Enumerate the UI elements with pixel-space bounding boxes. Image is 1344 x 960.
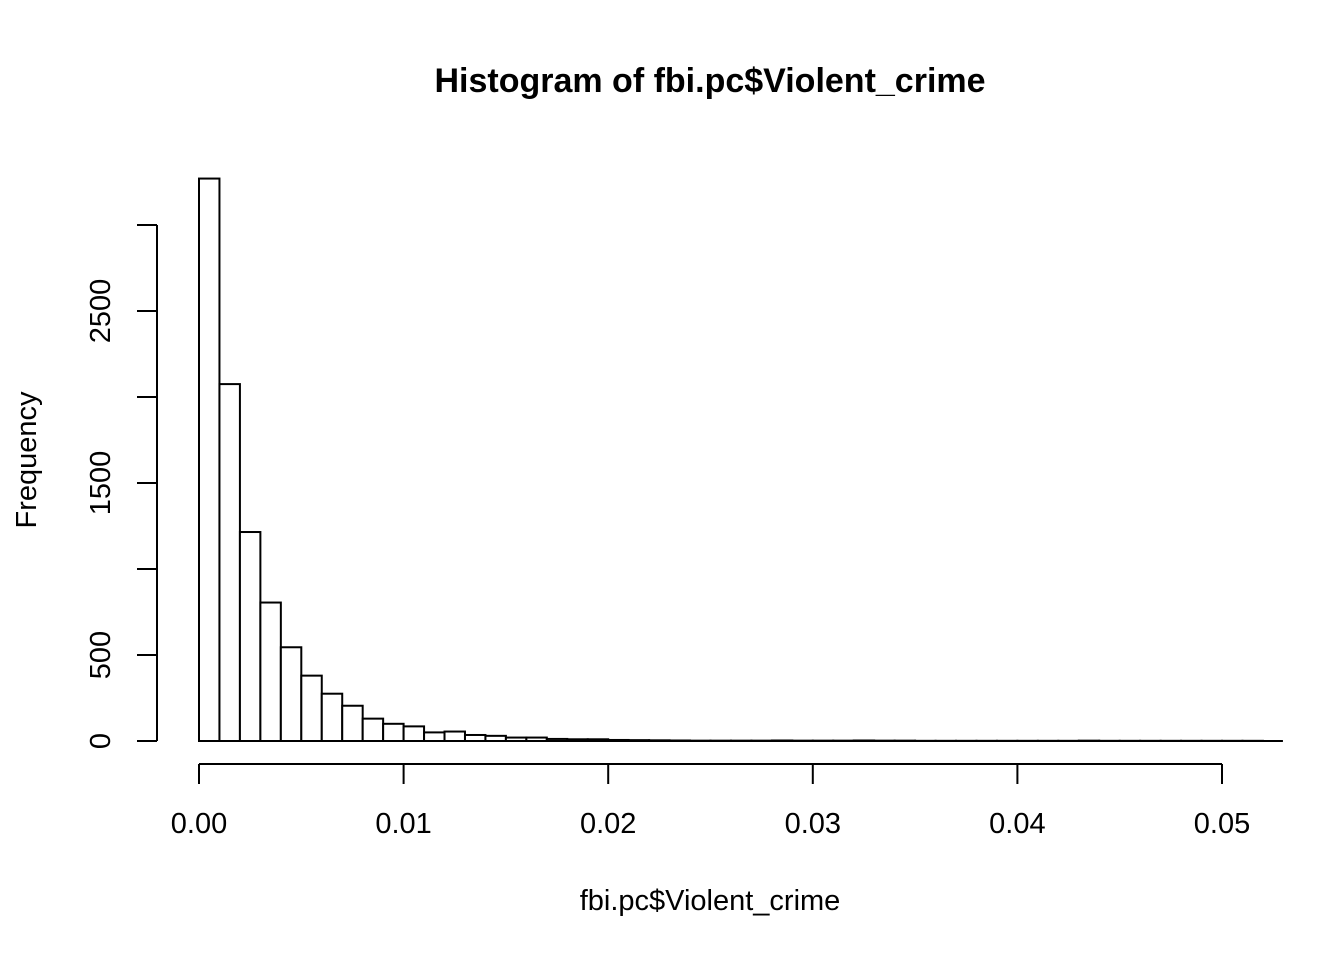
y-axis-label: Frequency <box>11 391 43 529</box>
histogram-bar <box>198 177 221 742</box>
chart-title: Histogram of fbi.pc$Violent_crime <box>434 62 985 100</box>
x-tick-label: 0.01 <box>375 808 431 840</box>
histogram-bar <box>238 531 262 743</box>
histogram-bar <box>259 601 282 742</box>
histogram-bar <box>300 674 323 743</box>
y-tick-label: 0 <box>85 733 117 749</box>
bars-group <box>198 177 1264 743</box>
y-axis: 0 500 1500 2500 <box>85 224 158 749</box>
y-tick-label: 500 <box>85 631 117 679</box>
histogram-bar <box>443 730 466 742</box>
y-tick-label: 1500 <box>85 451 117 516</box>
histogram-bar <box>423 731 446 743</box>
x-tick-label: 0.02 <box>580 808 636 840</box>
histogram-bar <box>382 722 405 742</box>
histogram-bar <box>402 725 426 743</box>
histogram-bar <box>218 383 241 742</box>
histogram-bar <box>341 704 364 742</box>
x-axis-label: fbi.pc$Violent_crime <box>580 885 841 917</box>
x-tick-label: 0.00 <box>171 808 227 840</box>
y-tick-label: 2500 <box>85 279 117 344</box>
x-tick-label: 0.05 <box>1194 808 1250 840</box>
histogram-bar <box>361 717 385 743</box>
histogram-bar <box>279 646 303 743</box>
histogram-bar <box>320 692 344 743</box>
x-tick-label: 0.04 <box>989 808 1045 840</box>
x-tick-label: 0.03 <box>785 808 841 840</box>
x-axis: 0.00 0.01 0.02 0.03 0.04 0.05 <box>171 763 1250 840</box>
